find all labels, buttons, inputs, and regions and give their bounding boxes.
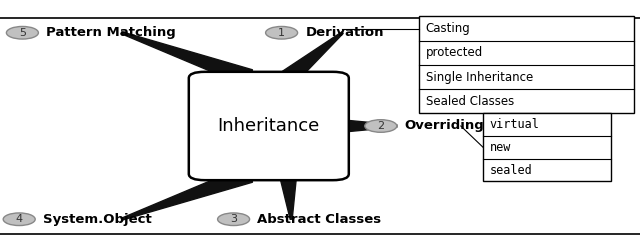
Polygon shape — [333, 119, 397, 133]
Text: Casting: Casting — [426, 22, 470, 35]
Text: 1: 1 — [278, 28, 285, 38]
Text: virtual: virtual — [490, 118, 540, 131]
FancyBboxPatch shape — [189, 72, 349, 180]
Bar — [483, 113, 611, 181]
Text: Single Inheritance: Single Inheritance — [426, 71, 533, 83]
Text: Abstract Classes: Abstract Classes — [257, 213, 381, 226]
Polygon shape — [121, 166, 253, 220]
Text: sealed: sealed — [490, 164, 532, 177]
Circle shape — [266, 26, 298, 39]
Text: 3: 3 — [230, 214, 237, 224]
Polygon shape — [279, 173, 297, 219]
Text: new: new — [490, 141, 511, 154]
Text: 2: 2 — [377, 121, 385, 131]
Circle shape — [3, 213, 35, 226]
Text: System.Object: System.Object — [43, 213, 152, 226]
Text: Derivation: Derivation — [305, 26, 384, 39]
Polygon shape — [121, 32, 253, 86]
Circle shape — [6, 26, 38, 39]
Text: 5: 5 — [19, 28, 26, 38]
Text: Sealed Classes: Sealed Classes — [426, 95, 514, 108]
Text: protected: protected — [426, 46, 483, 59]
Circle shape — [218, 213, 250, 226]
Text: Overriding: Overriding — [404, 119, 484, 133]
Circle shape — [365, 120, 397, 132]
Polygon shape — [282, 32, 343, 85]
Bar — [419, 16, 634, 113]
Text: Inheritance: Inheritance — [218, 117, 320, 135]
Text: 4: 4 — [15, 214, 23, 224]
Text: Pattern Matching: Pattern Matching — [46, 26, 176, 39]
